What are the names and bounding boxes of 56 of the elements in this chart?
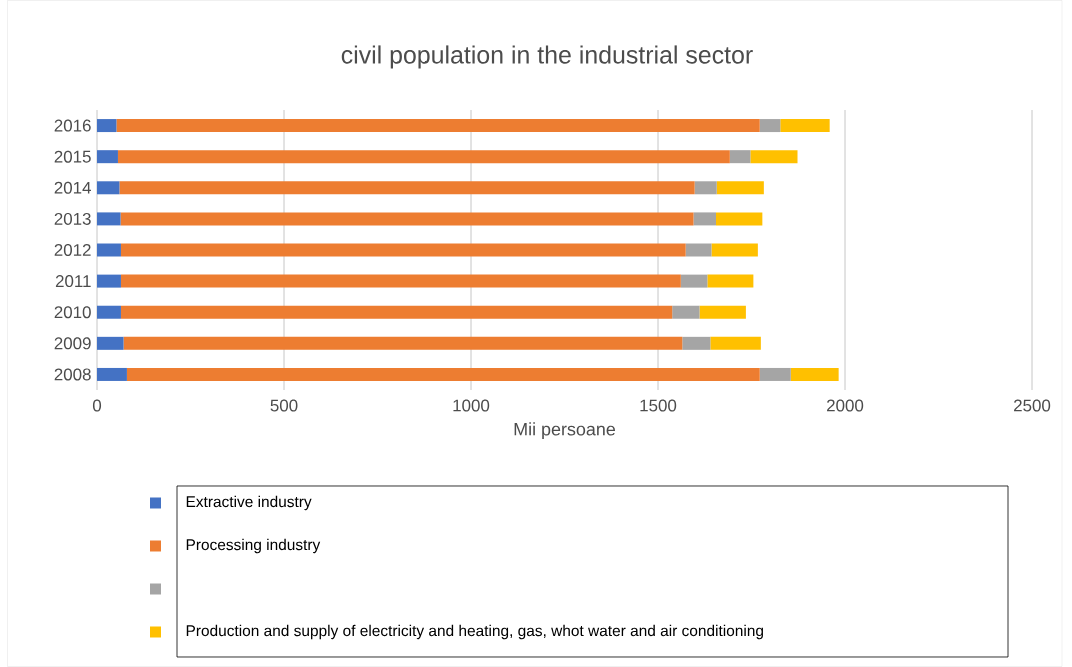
x-axis-title: Mii persoane (514, 422, 616, 440)
bar (97, 336, 124, 350)
x-tick-label: 500 (270, 399, 298, 412)
bar (672, 305, 700, 319)
bar (97, 367, 127, 381)
bar (682, 336, 711, 350)
legend-label: Extractive industry (186, 495, 312, 511)
y-tick-label: 2014 (54, 181, 91, 194)
bar (120, 274, 681, 288)
bar (97, 243, 121, 257)
bar (97, 212, 121, 226)
bar (685, 243, 712, 257)
bar (759, 119, 781, 133)
x-tick-label: 1000 (453, 399, 490, 412)
bar (711, 243, 758, 257)
bar (120, 243, 686, 257)
bar (694, 181, 717, 195)
bar (97, 305, 121, 319)
bar (780, 119, 830, 133)
bar (680, 274, 708, 288)
bar (123, 336, 683, 350)
y-tick-label: 2013 (54, 212, 91, 225)
bar (710, 336, 761, 350)
legend-label: Processing industry (186, 538, 321, 554)
bar (693, 212, 716, 226)
y-tick-label: 2015 (54, 150, 91, 163)
bar (120, 305, 673, 319)
bar (97, 181, 120, 195)
bar (759, 367, 791, 381)
bar (750, 150, 798, 164)
bar (97, 150, 118, 164)
x-tick-label: 0 (92, 399, 102, 412)
bar (699, 305, 746, 319)
y-tick-label: 2009 (54, 337, 91, 350)
x-tick-label: 2500 (1014, 399, 1051, 412)
y-tick-label: 2016 (54, 119, 91, 132)
bar (729, 150, 751, 164)
bar (716, 181, 764, 195)
bar (120, 212, 694, 226)
bar (707, 274, 754, 288)
bar (97, 274, 121, 288)
bar (790, 367, 839, 381)
y-tick-label: 2012 (54, 244, 91, 257)
y-tick-label: 2011 (55, 275, 91, 288)
bar (97, 119, 117, 133)
y-tick-label: 2008 (54, 368, 91, 381)
chart-title: civil population in the industrial sector (341, 45, 753, 69)
y-tick-label: 2010 (54, 306, 91, 319)
x-tick-label: 2000 (827, 399, 864, 412)
legend-label: Production and supply of electricity and heating, gas, whot water and air conditioning (186, 624, 763, 640)
bar (116, 119, 760, 133)
bar (119, 181, 695, 195)
bar (715, 212, 763, 226)
bar (126, 367, 760, 381)
x-tick-label: 1500 (640, 399, 677, 412)
bar (117, 150, 730, 164)
